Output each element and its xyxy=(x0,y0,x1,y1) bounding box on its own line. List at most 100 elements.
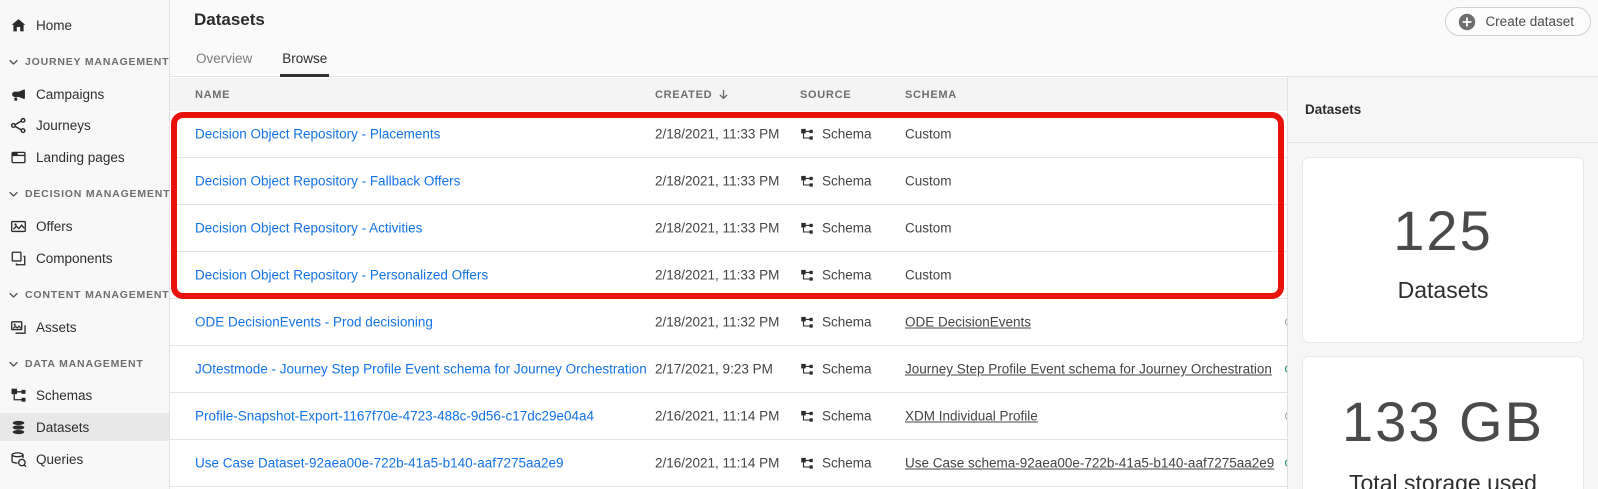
schema-icon xyxy=(800,315,814,329)
column-header-created[interactable]: CREATED xyxy=(655,78,729,111)
dataset-name-link[interactable]: Decision Object Repository - Activities xyxy=(195,220,423,236)
tab-browse[interactable]: Browse xyxy=(280,51,330,77)
source-label: Schema xyxy=(822,220,872,236)
source-label: Schema xyxy=(822,361,872,377)
schema-icon xyxy=(800,362,814,376)
source-cell: Schema xyxy=(800,456,872,471)
table-row[interactable]: Decision Object Repository - Placements … xyxy=(170,111,1287,158)
sidebar-section-label: CONTENT MANAGEMENT xyxy=(25,289,170,301)
dataset-name-link[interactable]: Profile-Snapshot-Export-1167f70e-4723-48… xyxy=(195,408,595,424)
chevron-down-icon xyxy=(9,292,18,299)
browser-window-icon xyxy=(10,149,27,166)
right-panel: Datasets 125 Datasets 133 GB Total stora… xyxy=(1287,77,1598,489)
sidebar-item-datasets[interactable]: Datasets xyxy=(0,413,169,441)
source-label: Schema xyxy=(822,126,872,142)
source-label: Schema xyxy=(822,408,872,424)
table-row[interactable]: Decision Object Repository - Fallback Of… xyxy=(170,158,1287,205)
chevron-down-icon xyxy=(9,361,18,368)
source-label: Schema xyxy=(822,314,872,330)
datasets-table: Decision Object Repository - Placements … xyxy=(170,111,1294,487)
sidebar-item-label: Journeys xyxy=(36,117,91,133)
dataset-name-link[interactable]: Decision Object Repository - Fallback Of… xyxy=(195,173,461,189)
source-cell: Schema xyxy=(800,268,872,283)
table-row[interactable]: JOtestmode - Journey Step Profile Event … xyxy=(170,346,1294,393)
source-cell: Schema xyxy=(800,127,872,142)
datasets-count-card: 125 Datasets xyxy=(1302,157,1584,343)
sidebar-item-label: Queries xyxy=(36,451,84,467)
table-row[interactable]: Decision Object Repository - Personalize… xyxy=(170,252,1287,299)
column-header-name: NAME xyxy=(195,88,231,101)
storage-used-value: 133 GB xyxy=(1342,390,1544,453)
schema-icon xyxy=(800,268,814,282)
table-row[interactable]: Decision Object Repository - Activities … xyxy=(170,205,1287,252)
dataset-name-link[interactable]: Decision Object Repository - Personalize… xyxy=(195,267,489,283)
journey-network-icon xyxy=(10,117,27,134)
created-cell: 2/16/2021, 11:14 PM xyxy=(655,455,780,471)
sidebar-section-journey-management[interactable]: JOURNEY MANAGEMENT xyxy=(0,55,169,69)
datasets-count-value: 125 xyxy=(1393,199,1493,262)
sidebar-item-label: Schemas xyxy=(36,387,93,403)
source-cell: Schema xyxy=(800,409,872,424)
sidebar-item-journeys[interactable]: Journeys xyxy=(0,111,169,139)
schema-link[interactable]: ODE DecisionEvents xyxy=(905,314,1032,330)
dataset-name-link[interactable]: ODE DecisionEvents - Prod decisioning xyxy=(195,314,433,330)
sidebar-item-label: Datasets xyxy=(36,419,90,435)
sidebar-item-label: Offers xyxy=(36,218,73,234)
sidebar-item-components[interactable]: Components xyxy=(0,244,169,272)
database-icon xyxy=(10,419,27,436)
source-label: Schema xyxy=(822,173,872,189)
sidebar-item-label: Assets xyxy=(36,319,77,335)
sidebar-item-label: Components xyxy=(36,250,113,266)
created-cell: 2/16/2021, 11:14 PM xyxy=(655,408,780,424)
plus-circle-icon xyxy=(1458,13,1476,31)
column-header-created-label: CREATED xyxy=(655,88,713,101)
database-search-icon xyxy=(10,451,27,468)
stats-cards: 125 Datasets 133 GB Total storage used xyxy=(1288,143,1598,489)
schema-link[interactable]: Journey Step Profile Event schema for Jo… xyxy=(905,361,1272,377)
sidebar-item-campaigns[interactable]: Campaigns xyxy=(0,80,169,108)
schema-cell: Custom xyxy=(905,126,952,142)
schema-icon xyxy=(800,174,814,188)
assets-photos-icon xyxy=(10,319,27,336)
sidebar-section-data-management[interactable]: DATA MANAGEMENT xyxy=(0,357,169,371)
page-header: Datasets Overview Browse Create dataset xyxy=(170,0,1598,77)
sidebar-item-assets[interactable]: Assets xyxy=(0,313,169,341)
chevron-down-icon xyxy=(9,59,18,66)
schema-link[interactable]: XDM Individual Profile xyxy=(905,408,1038,424)
source-label: Schema xyxy=(822,267,872,283)
create-dataset-button[interactable]: Create dataset xyxy=(1445,7,1591,36)
panel-title: Datasets xyxy=(1288,77,1598,143)
column-header-source: SOURCE xyxy=(800,88,852,101)
schema-link[interactable]: Use Case schema-92aea00e-722b-41a5-b140-… xyxy=(905,455,1275,471)
schema-icon xyxy=(800,409,814,423)
source-label: Schema xyxy=(822,455,872,471)
schema-tree-icon xyxy=(10,387,27,404)
offers-image-icon xyxy=(10,218,27,235)
created-cell: 2/18/2021, 11:33 PM xyxy=(655,220,780,236)
schema-icon xyxy=(800,456,814,470)
schema-cell: Custom xyxy=(905,220,952,236)
sidebar-item-label: Home xyxy=(36,17,73,33)
table-row[interactable]: Use Case Dataset-92aea00e-722b-41a5-b140… xyxy=(170,440,1294,487)
sidebar-item-home[interactable]: Home xyxy=(0,11,169,39)
page-title: Datasets xyxy=(194,10,265,29)
dataset-name-link[interactable]: JOtestmode - Journey Step Profile Event … xyxy=(195,361,647,377)
dataset-name-link[interactable]: Decision Object Repository - Placements xyxy=(195,126,441,142)
table-row[interactable]: Profile-Snapshot-Export-1167f70e-4723-48… xyxy=(170,393,1294,440)
sidebar-section-decision-management[interactable]: DECISION MANAGEMENT xyxy=(0,187,169,201)
megaphone-icon xyxy=(10,86,27,103)
sidebar: Home JOURNEY MANAGEMENT Campaigns Journe… xyxy=(0,0,170,489)
create-dataset-label: Create dataset xyxy=(1485,14,1574,29)
created-cell: 2/18/2021, 11:33 PM xyxy=(655,126,780,142)
sidebar-item-landing-pages[interactable]: Landing pages xyxy=(0,143,169,171)
sidebar-section-content-management[interactable]: CONTENT MANAGEMENT xyxy=(0,288,169,302)
sidebar-item-queries[interactable]: Queries xyxy=(0,445,169,473)
sidebar-item-schemas[interactable]: Schemas xyxy=(0,381,169,409)
table-row[interactable]: ODE DecisionEvents - Prod decisioning 2/… xyxy=(170,299,1294,346)
source-cell: Schema xyxy=(800,174,872,189)
components-icon xyxy=(10,250,27,267)
tab-overview[interactable]: Overview xyxy=(196,51,253,66)
storage-used-card: 133 GB Total storage used xyxy=(1302,356,1584,489)
dataset-name-link[interactable]: Use Case Dataset-92aea00e-722b-41a5-b140… xyxy=(195,455,564,471)
sidebar-item-offers[interactable]: Offers xyxy=(0,212,169,240)
